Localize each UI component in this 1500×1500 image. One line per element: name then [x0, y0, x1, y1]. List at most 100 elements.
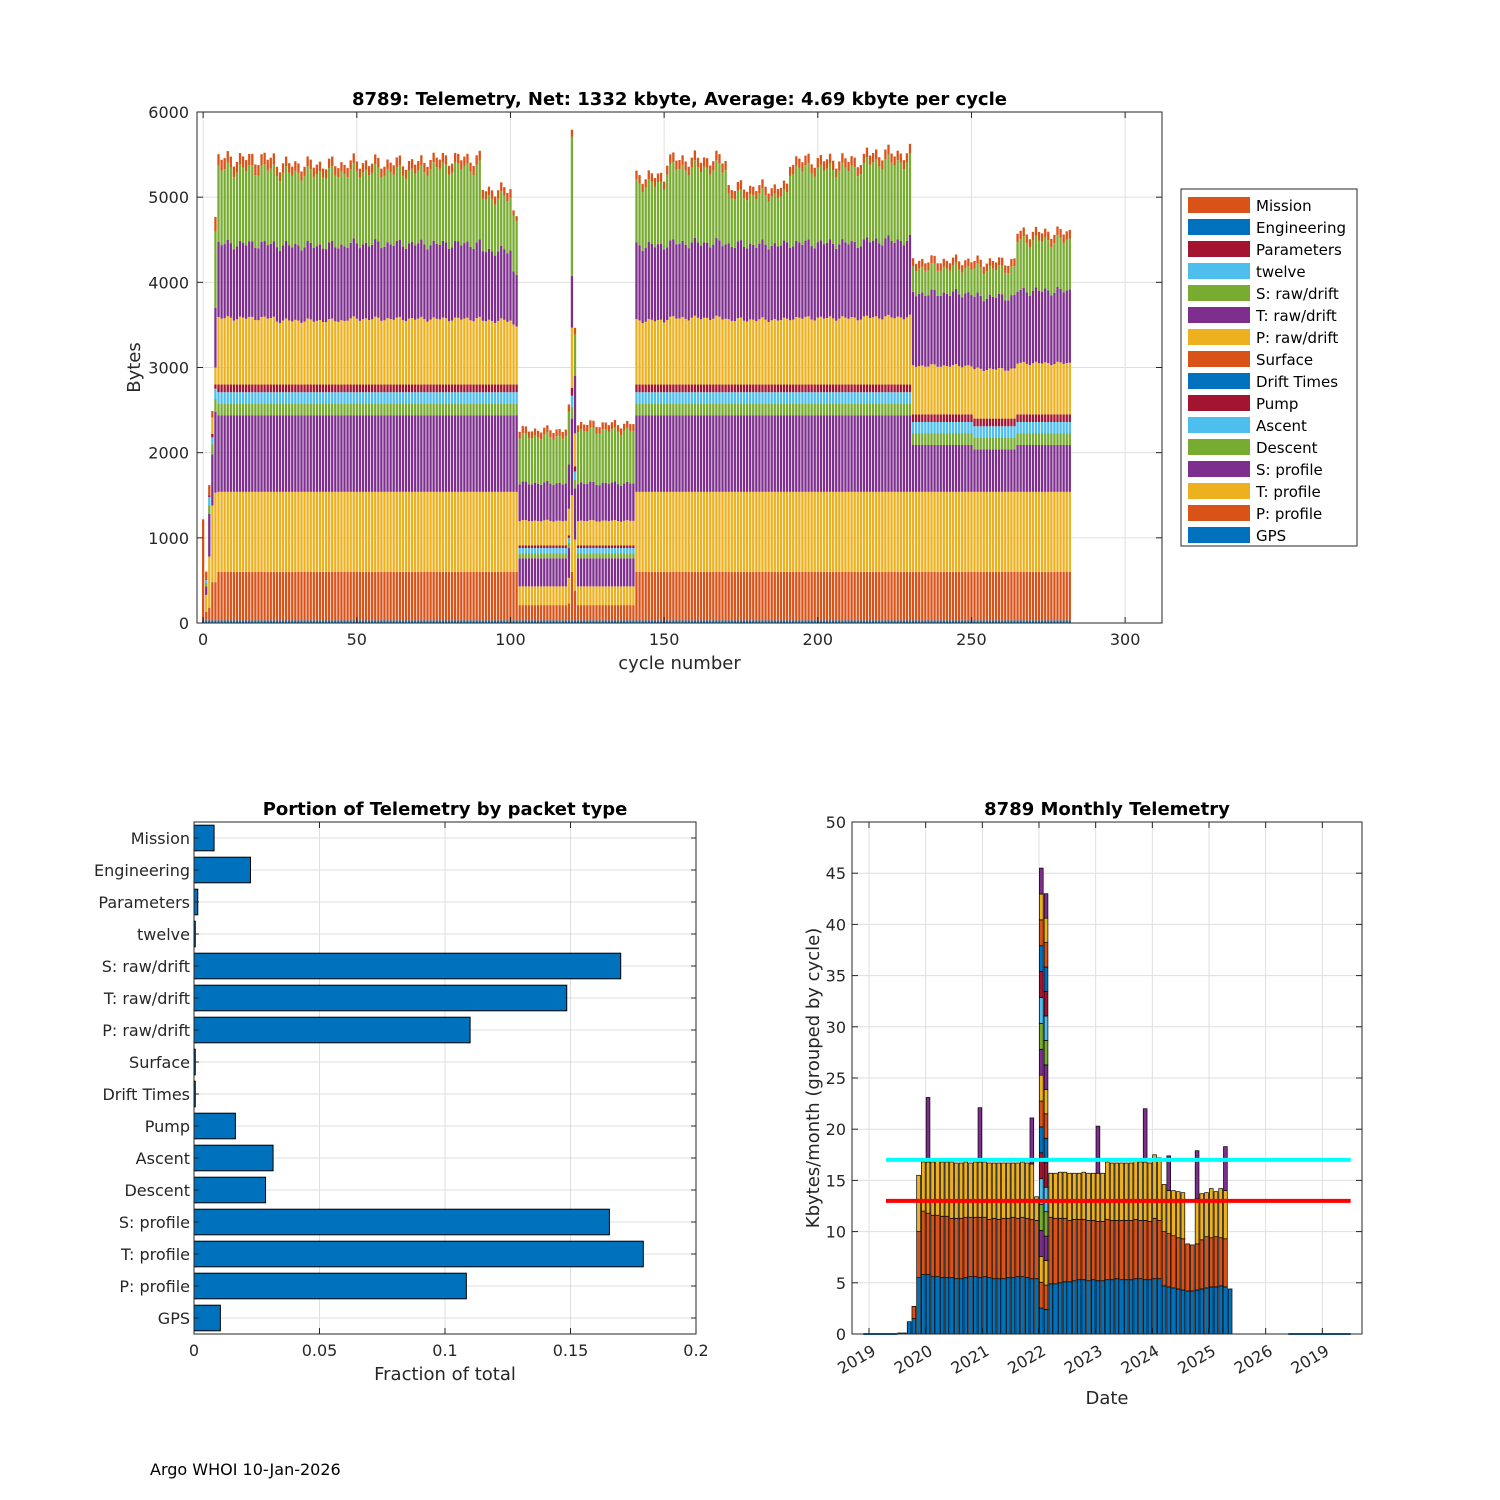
bar-segment	[641, 384, 644, 393]
bar-segment	[530, 521, 534, 546]
bar-segment	[702, 571, 706, 621]
bar-segment	[355, 392, 358, 404]
bar-segment	[942, 266, 945, 293]
bar-segment	[506, 491, 509, 572]
bar-segment	[816, 571, 819, 621]
bar-segment	[856, 176, 859, 248]
bar-segment	[813, 403, 816, 416]
bar-segment	[463, 571, 466, 621]
bar-segment	[503, 392, 506, 404]
bar-segment	[887, 571, 890, 621]
bar-segment	[865, 403, 869, 416]
bar-segment	[533, 558, 537, 587]
bar-segment	[982, 491, 985, 572]
bar-segment	[543, 553, 546, 559]
bar-segment	[890, 162, 893, 241]
y-tick-label: Parameters	[98, 893, 190, 912]
bar-segment	[481, 320, 484, 385]
bar-segment	[217, 403, 220, 416]
bar-segment	[1037, 620, 1041, 623]
bar-segment	[389, 415, 392, 492]
bar-segment	[570, 418, 574, 496]
bar-segment	[438, 319, 441, 385]
bar-segment	[693, 415, 697, 492]
bar-segment	[1022, 491, 1025, 572]
bar-segment	[392, 620, 395, 623]
bar-segment	[613, 586, 617, 606]
bar-segment	[650, 243, 653, 320]
bar-segment	[518, 484, 521, 522]
bar-segment	[1047, 491, 1050, 572]
bar-segment	[684, 415, 687, 492]
bar-segment	[1013, 449, 1016, 492]
bar-segment	[524, 553, 527, 559]
bar-segment	[1019, 289, 1022, 363]
month-bar-segment	[1171, 1190, 1176, 1237]
bar-segment	[988, 368, 992, 419]
month-bar-segment	[958, 1217, 964, 1280]
bar-segment	[410, 159, 414, 169]
bar-segment	[853, 571, 856, 621]
bar-segment	[374, 164, 377, 240]
bar-segment	[401, 175, 405, 247]
bar-segment	[321, 321, 325, 385]
bar-segment	[736, 392, 740, 404]
bar-segment	[269, 157, 272, 169]
bar-segment	[681, 571, 684, 621]
bar-segment	[472, 415, 475, 492]
month-bar-segment	[1138, 1278, 1143, 1335]
bar-segment	[232, 571, 236, 621]
bar-segment	[835, 392, 838, 404]
month-bar-segment	[1062, 1217, 1068, 1283]
bar-segment	[278, 491, 282, 572]
bar-segment	[417, 415, 420, 492]
bar-segment	[613, 558, 617, 587]
bar-segment	[702, 242, 706, 318]
bar-segment	[1013, 258, 1016, 267]
bar-segment	[1028, 620, 1032, 623]
bar-segment	[951, 422, 955, 434]
bar-segment	[1053, 491, 1056, 572]
bar-segment	[487, 415, 491, 492]
month-bar-segment	[1015, 1162, 1020, 1219]
bar-segment	[229, 384, 232, 393]
bar-segment	[650, 319, 653, 385]
month-bar-segment	[1152, 1217, 1157, 1280]
bar-segment	[752, 403, 755, 416]
bar-segment	[875, 571, 878, 621]
bar-segment	[644, 187, 647, 249]
bar-segment	[515, 216, 518, 222]
bar-segment	[288, 320, 291, 385]
bar-segment	[899, 240, 902, 318]
bar-segment	[782, 392, 786, 404]
bar-segment	[266, 620, 269, 623]
bar-segment	[607, 620, 610, 623]
bar-segment	[444, 242, 448, 319]
bar-segment	[297, 571, 300, 621]
bar-segment	[303, 384, 306, 393]
bar-segment	[875, 384, 878, 393]
bar-segment	[383, 415, 386, 492]
bar-segment	[426, 403, 429, 416]
bar-segment	[371, 620, 374, 623]
bar-segment	[994, 571, 998, 621]
bar-segment	[985, 271, 988, 299]
bar-segment	[991, 491, 995, 572]
bar-segment	[672, 571, 675, 621]
bar-segment	[1016, 491, 1019, 572]
bar-segment	[536, 605, 540, 621]
bar-segment	[1044, 445, 1047, 492]
bar-segment	[773, 384, 776, 393]
bar-segment	[518, 558, 521, 587]
bar-segment	[933, 445, 936, 492]
bar-segment	[417, 620, 420, 623]
bar-segment	[893, 156, 896, 166]
bar-segment	[699, 403, 703, 416]
bar-segment	[650, 403, 653, 416]
bar-segment	[214, 620, 217, 623]
bar-segment	[235, 384, 239, 393]
bar-segment	[220, 620, 223, 623]
bar-segment	[693, 150, 697, 161]
bar-segment	[896, 150, 899, 161]
bar-segment	[466, 403, 469, 416]
